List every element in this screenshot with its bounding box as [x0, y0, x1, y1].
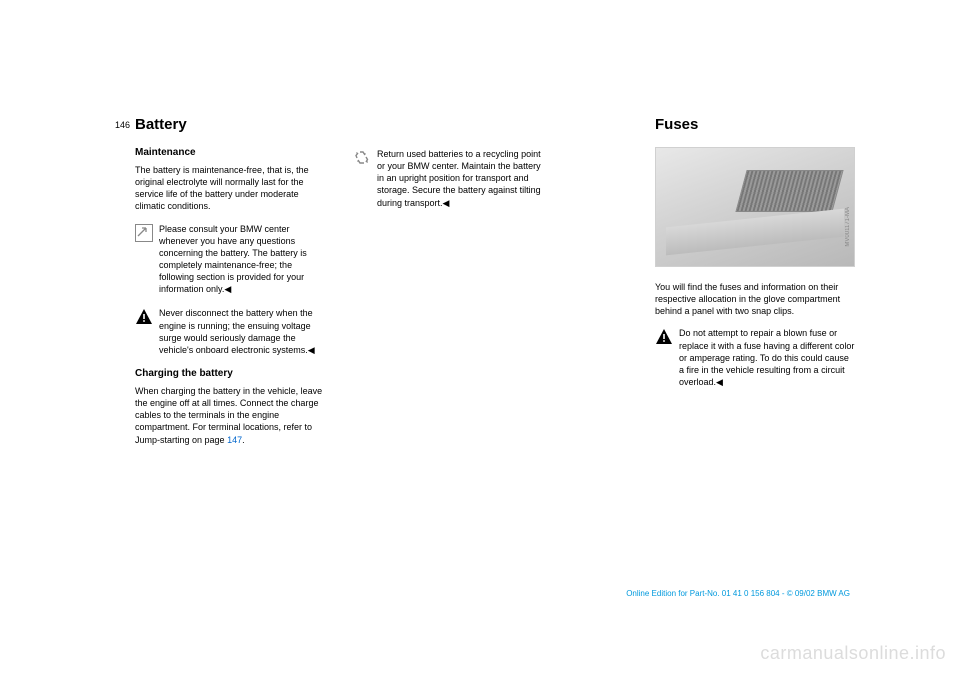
page-content: 146 Battery Maintenance The battery is m… — [135, 116, 855, 596]
recycle-icon — [353, 149, 371, 167]
heading-battery: Battery — [135, 116, 325, 133]
column-gap — [571, 116, 627, 596]
image-ref-label: MV001171-MA — [845, 207, 851, 247]
note-fuse-warning: Do not attempt to repair a blown fuse or… — [655, 327, 855, 388]
text-charging-b: . — [242, 435, 245, 445]
text-charging: When charging the battery in the vehicle… — [135, 385, 325, 446]
page-link-147[interactable]: 147 — [227, 435, 242, 445]
note-disconnect: Never disconnect the battery when the en… — [135, 307, 325, 356]
note-consult: Please consult your BMW center whenever … — [135, 223, 325, 296]
note-recycle: Return used batteries to a recycling poi… — [353, 148, 543, 209]
watermark: carmanualsonline.info — [760, 643, 946, 664]
column-3: Fuses MV001171-MA You will find the fuse… — [655, 116, 855, 596]
page-number: 146 — [115, 120, 130, 130]
arrow-note-icon — [135, 224, 153, 242]
note-disconnect-text: Never disconnect the battery when the en… — [159, 308, 313, 354]
text-fuses: You will find the fuses and information … — [655, 281, 855, 317]
subheading-charging: Charging the battery — [135, 368, 325, 379]
footer-text: Online Edition for Part-No. 01 41 0 156 … — [626, 589, 850, 598]
fuse-box-image: MV001171-MA — [655, 147, 855, 267]
end-mark-icon: ◀ — [224, 283, 231, 295]
warning-icon — [655, 328, 673, 346]
column-2: Return used batteries to a recycling poi… — [353, 116, 543, 596]
note-recycle-text: Return used batteries to a recycling poi… — [377, 149, 541, 208]
text-maintenance: The battery is maintenance-free, that is… — [135, 164, 325, 213]
end-mark-icon: ◀ — [716, 376, 723, 388]
heading-fuses: Fuses — [655, 116, 855, 133]
end-mark-icon: ◀ — [443, 197, 450, 209]
warning-icon — [135, 308, 153, 326]
end-mark-icon: ◀ — [308, 344, 315, 356]
column-1: Battery Maintenance The battery is maint… — [135, 116, 325, 596]
note-consult-text: Please consult your BMW center whenever … — [159, 224, 307, 295]
note-fuse-text: Do not attempt to repair a blown fuse or… — [679, 328, 854, 387]
subheading-maintenance: Maintenance — [135, 147, 325, 158]
